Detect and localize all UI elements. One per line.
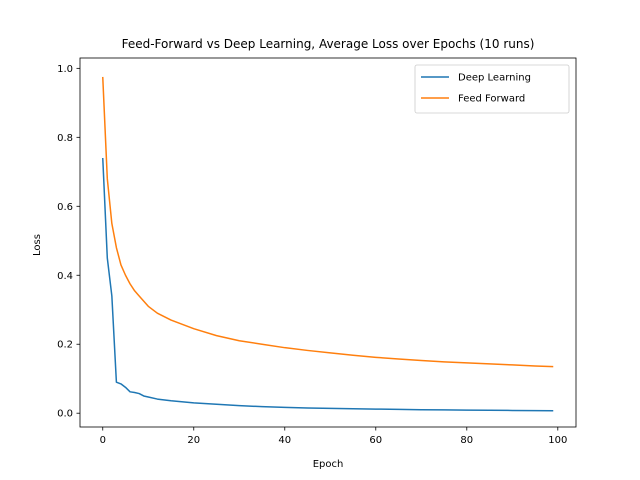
y-tick-label: 0.6: [57, 202, 73, 213]
series-line-0: [102, 157, 554, 412]
x-axis-label: Epoch: [313, 459, 344, 470]
legend-box: [414, 64, 570, 114]
y-tick-label: 0.4: [57, 271, 73, 282]
x-tick-label: 80: [460, 435, 473, 446]
series-line-1: [102, 76, 554, 368]
x-tick-label: 0: [100, 435, 106, 446]
y-tick-label: 1.0: [57, 64, 73, 75]
y-tick-label: 0.2: [57, 340, 73, 351]
plot-area: 0 20 40 60 80 100 0.0 0.2 0.4 0.6 0.8 1.0 Deep Learn…: [57, 57, 577, 446]
axes-frame: [79, 57, 577, 428]
legend: Deep Learning Feed Forward: [414, 64, 570, 114]
legend-label-1: Feed Forward: [458, 94, 525, 105]
y-tick-label: 0.8: [57, 133, 73, 144]
chart-title: Feed-Forward vs Deep Learning, Average L…: [122, 37, 535, 51]
x-tick-label: 40: [278, 435, 291, 446]
legend-label-0: Deep Learning: [458, 73, 531, 84]
y-tick-label: 0.0: [57, 409, 73, 420]
x-tick-label: 20: [187, 435, 200, 446]
y-axis-label: Loss: [32, 234, 43, 256]
x-tick-label: 100: [548, 435, 567, 446]
x-tick-label: 60: [369, 435, 382, 446]
